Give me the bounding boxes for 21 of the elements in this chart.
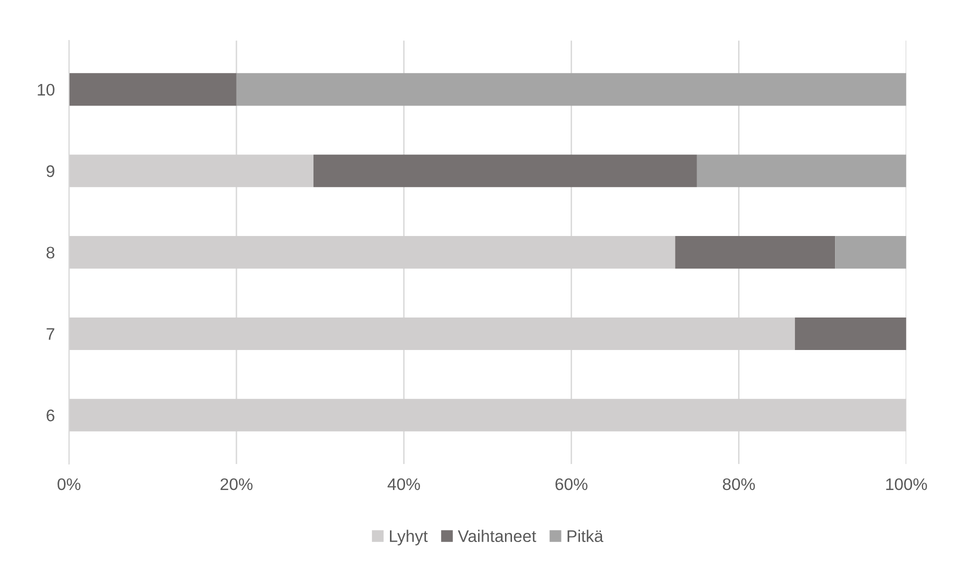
x-tick-label: 80% — [722, 478, 755, 490]
bar — [696, 154, 906, 188]
x-tick-label: 0% — [58, 478, 80, 490]
legend-label: Pitkä — [568, 530, 604, 542]
x-tick-label: 100% — [886, 478, 927, 490]
x-tick-label: 20% — [220, 478, 253, 490]
bar — [675, 236, 836, 269]
bar — [794, 317, 906, 350]
y-tick-label: 6 — [46, 410, 54, 422]
bar — [68, 73, 236, 106]
bar — [236, 73, 906, 106]
y-tick-label: 8 — [46, 246, 54, 259]
y-tick-label: 7 — [46, 328, 54, 340]
x-tick-label: 60% — [556, 478, 588, 490]
bar — [313, 154, 697, 188]
legend-label: Vaihtaneet — [458, 530, 536, 542]
legend-label: Lyhyt — [390, 530, 428, 546]
y-tick-label: 10 — [38, 84, 54, 96]
x-tick-label: 40% — [388, 478, 420, 490]
bar — [835, 236, 906, 269]
y-tick-label: 9 — [46, 165, 54, 178]
